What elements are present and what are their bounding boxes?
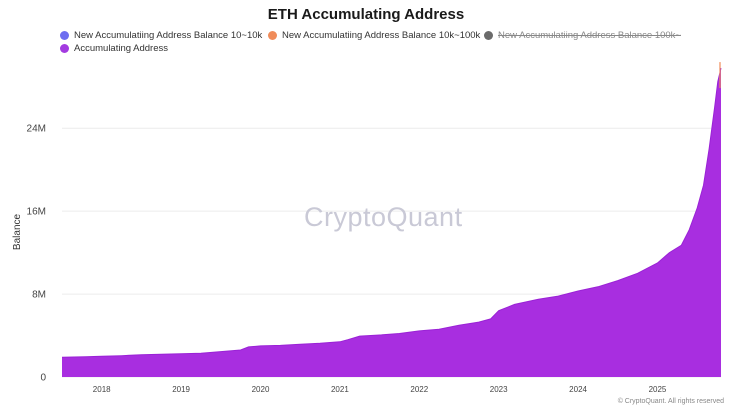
legend-item-accumulating-address[interactable]: Accumulating Address <box>60 43 168 54</box>
legend-dot-icon <box>268 31 277 40</box>
legend-dot-icon <box>484 31 493 40</box>
series-area <box>61 62 722 377</box>
y-axis-label: Balance <box>12 213 23 250</box>
y-tick-label: 8M <box>32 290 46 301</box>
x-tick-label: 2021 <box>331 385 349 394</box>
legend-label: New Accumulatiing Address Balance 10k~10… <box>282 30 481 41</box>
series-line-accumulating-address <box>61 67 722 358</box>
x-axis: 2018 2019 2020 2021 2022 2023 2024 2025 <box>93 385 667 394</box>
legend-item-100k-plus[interactable]: New Accumulatiing Address Balance 100k~ <box>484 30 681 41</box>
y-tick-label: 0 <box>40 373 46 384</box>
chart-title: ETH Accumulating Address <box>267 6 465 23</box>
x-tick-label: 2018 <box>93 385 111 394</box>
x-tick-label: 2025 <box>649 385 667 394</box>
copyright-text: © CryptoQuant. All rights reserved <box>617 398 724 405</box>
legend-label: New Accumulatiing Address Balance 100k~ <box>498 30 681 41</box>
y-tick-label: 24M <box>27 124 46 135</box>
legend-item-10k-100k[interactable]: New Accumulatiing Address Balance 10k~10… <box>268 30 480 41</box>
x-tick-label: 2019 <box>172 385 190 394</box>
y-tick-label: 16M <box>27 207 46 218</box>
legend-label: New Accumulatiing Address Balance 10~10k <box>74 30 263 41</box>
legend-item-10-10k[interactable]: New Accumulatiing Address Balance 10~10k <box>60 30 262 41</box>
x-tick-label: 2023 <box>490 385 508 394</box>
x-tick-label: 2020 <box>252 385 270 394</box>
y-axis: 0 8M 16M 24M <box>27 124 47 384</box>
x-tick-label: 2022 <box>410 385 428 394</box>
legend-dot-icon <box>60 31 69 40</box>
legend-dot-icon <box>60 44 69 53</box>
x-tick-label: 2024 <box>569 385 587 394</box>
series-area-accumulating-address[interactable] <box>62 68 721 377</box>
watermark: CryptoQuant <box>304 202 463 232</box>
legend-label: Accumulating Address <box>74 43 168 54</box>
